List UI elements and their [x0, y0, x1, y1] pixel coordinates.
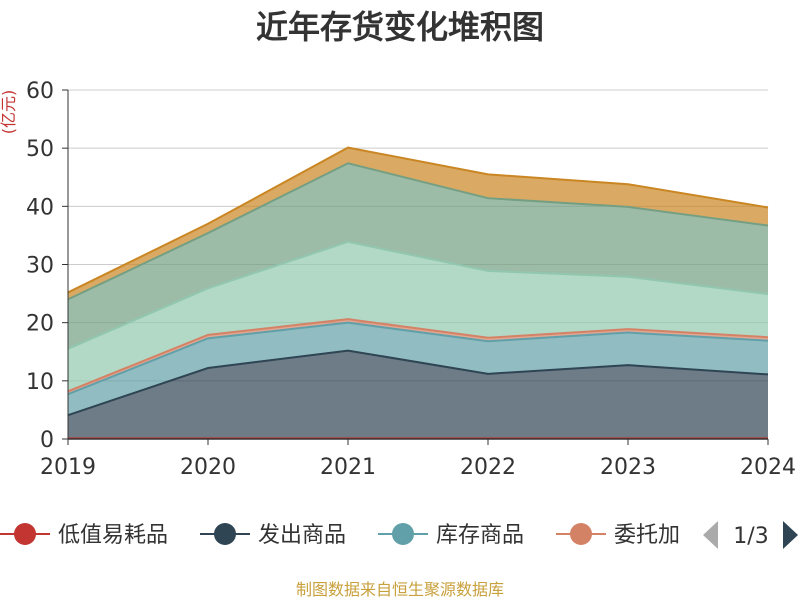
x-tick-label: 2024 — [740, 455, 796, 480]
series-area-4 — [68, 241, 768, 392]
y-tick-labels: 0 10 20 30 40 50 60 — [26, 79, 68, 453]
y-tick-label: 20 — [26, 312, 54, 337]
legend: 低值易耗品 发出商品 库存商品 委托加 — [0, 523, 680, 548]
x-tick-label: 2022 — [460, 455, 516, 480]
series-area-1 — [68, 350, 768, 439]
legend-marker — [214, 523, 236, 545]
y-tick-label: 10 — [26, 370, 54, 395]
source-note: 制图数据来自恒生聚源数据库 — [296, 580, 504, 599]
x-tick-label: 2023 — [600, 455, 656, 480]
x-tick-label: 2020 — [180, 455, 236, 480]
legend-prev-page-icon[interactable] — [703, 521, 718, 549]
y-tick-label: 30 — [26, 254, 54, 279]
legend-label[interactable]: 发出商品 — [258, 523, 346, 548]
legend-label[interactable]: 委托加 — [614, 523, 680, 548]
series-line-3 — [67, 318, 769, 393]
legend-page-indicator: 1/3 — [733, 524, 768, 549]
x-tick-label: 2019 — [40, 455, 96, 480]
series-line-5 — [67, 162, 769, 301]
y-tick-label: 40 — [26, 195, 54, 220]
series-area-2 — [68, 322, 768, 416]
legend-marker — [392, 523, 414, 545]
series-area-6 — [68, 147, 768, 300]
legend-marker — [570, 523, 592, 545]
series-line-2 — [67, 321, 769, 396]
y-unit-label: (亿元) — [0, 90, 18, 135]
legend-next-page-icon[interactable] — [783, 521, 798, 549]
y-tick-label: 50 — [26, 137, 54, 162]
series-line-6 — [67, 146, 769, 294]
chart-title: 近年存货变化堆积图 — [256, 8, 544, 46]
x-tick-label: 2021 — [320, 455, 376, 480]
y-tick-label: 60 — [26, 79, 54, 104]
series-areas — [68, 147, 768, 439]
legend-label[interactable]: 库存商品 — [436, 523, 524, 548]
series-line-1 — [67, 349, 769, 417]
series-line-4 — [67, 240, 769, 350]
y-tick-label: 0 — [40, 428, 54, 453]
legend-marker — [14, 523, 36, 545]
legend-label[interactable]: 低值易耗品 — [58, 523, 168, 548]
x-tick-labels: 2019 2020 2021 2022 2023 2024 — [40, 439, 796, 480]
